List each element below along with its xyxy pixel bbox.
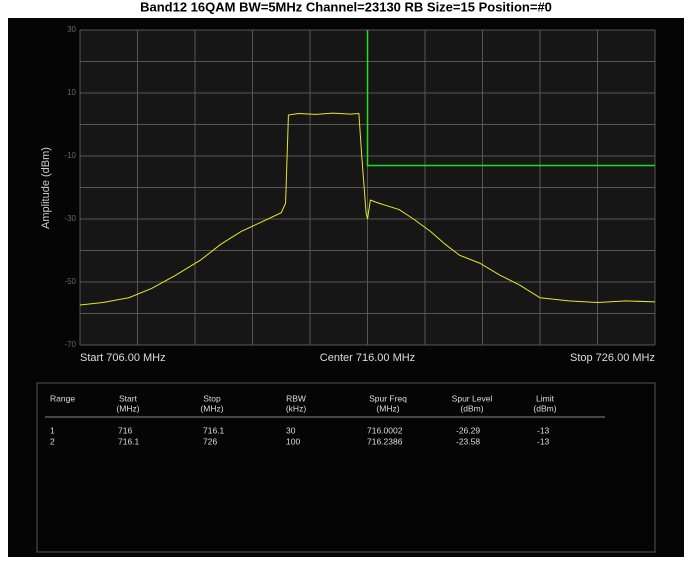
table-header: (MHz) (200, 403, 223, 413)
table-cell: 716.1 (118, 436, 140, 446)
table-header: (MHz) (116, 403, 139, 413)
table-cell: -13 (537, 425, 550, 435)
table-header: (MHz) (376, 403, 399, 413)
y-tick-label: -10 (64, 151, 76, 160)
table-header: Spur Freq (369, 393, 407, 403)
table-header: (dBm) (533, 403, 556, 413)
table-cell: -23.58 (456, 436, 480, 446)
x-tick-label: Stop 726.00 MHz (570, 352, 655, 364)
title: Band12 16QAM BW=5MHz Channel=23130 RB Si… (140, 0, 552, 14)
y-axis-label: Amplitude (dBm) (40, 147, 52, 229)
table-cell: 716.0002 (367, 425, 403, 435)
table-cell: -26.29 (456, 425, 480, 435)
table-header: Stop (203, 393, 221, 403)
y-tick-label: -30 (64, 214, 76, 223)
y-tick-label: -70 (64, 340, 76, 349)
table-cell: 716.2386 (367, 436, 403, 446)
table-cell: 1 (50, 425, 55, 435)
x-tick-label: Center 716.00 MHz (320, 352, 415, 364)
table-box (36, 382, 656, 553)
table-cell: 726 (203, 436, 217, 446)
y-tick-label: 30 (67, 25, 76, 34)
trace-line (366, 30, 655, 167)
table-header: Range (50, 393, 75, 403)
table-header: Spur Level (452, 393, 493, 403)
table-cell: 30 (286, 425, 296, 435)
table-cell: 100 (286, 436, 300, 446)
y-tick-label: 10 (67, 88, 76, 97)
table-header: Start (119, 393, 138, 403)
table-header: Limit (536, 393, 555, 403)
table-cell: 2 (50, 436, 55, 446)
trace-line (79, 112, 656, 306)
table-cell: 716.1 (203, 425, 225, 435)
table-cell: 716 (118, 425, 132, 435)
x-tick-label: Start 706.00 MHz (80, 352, 166, 364)
table-header: (kHz) (286, 403, 306, 413)
table-cell: -13 (537, 436, 550, 446)
table-header: (dBm) (460, 403, 483, 413)
y-tick-label: -50 (64, 277, 76, 286)
table-header: RBW (286, 393, 306, 403)
